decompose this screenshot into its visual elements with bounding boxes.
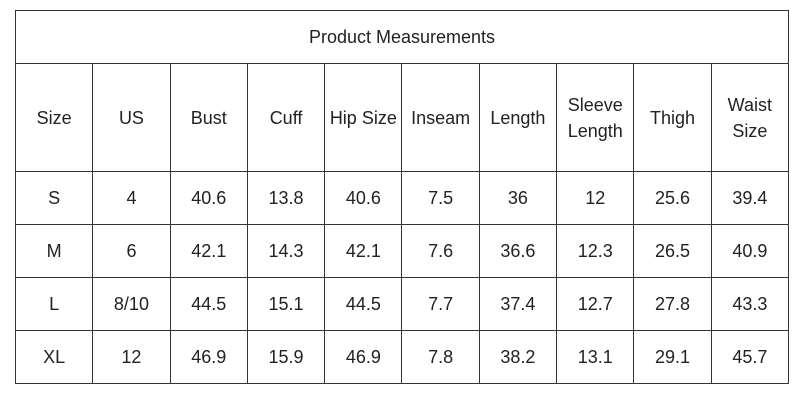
table-title: Product Measurements bbox=[15, 10, 789, 64]
table-cell: XL bbox=[14, 330, 94, 384]
column-header: US bbox=[92, 63, 171, 172]
table-cell: 46.9 bbox=[324, 330, 403, 384]
table-cell: 36.6 bbox=[478, 224, 558, 278]
table-cell: 29.1 bbox=[633, 330, 712, 384]
table-cell: 15.1 bbox=[246, 277, 326, 331]
table-cell: 37.4 bbox=[478, 277, 558, 331]
column-header: Bust bbox=[169, 63, 248, 172]
title-row: Product Measurements bbox=[15, 10, 789, 64]
table-cell: 13.8 bbox=[246, 171, 326, 225]
table-cell: 13.1 bbox=[556, 330, 635, 384]
table-cell: 7.5 bbox=[401, 171, 480, 225]
table-cell: 7.8 bbox=[401, 330, 480, 384]
table-cell: 15.9 bbox=[246, 330, 326, 384]
column-header: Sleeve Length bbox=[556, 63, 635, 172]
table-cell: 12.3 bbox=[556, 224, 635, 278]
column-header: Length bbox=[478, 63, 558, 172]
table-cell: 6 bbox=[92, 224, 171, 278]
table-cell: 40.9 bbox=[710, 224, 790, 278]
column-header: Size bbox=[14, 63, 94, 172]
table-cell: S bbox=[14, 171, 94, 225]
table-cell: 43.3 bbox=[710, 277, 790, 331]
data-row: XL 12 46.9 15.9 46.9 7.8 38.2 13.1 29.1 45.7 bbox=[14, 330, 790, 384]
table-cell: 25.6 bbox=[633, 171, 712, 225]
table-cell: 7.6 bbox=[401, 224, 480, 278]
table-cell: 4 bbox=[92, 171, 171, 225]
table-cell: 14.3 bbox=[246, 224, 326, 278]
data-row: L 8/10 44.5 15.1 44.5 7.7 37.4 12.7 27.8 43.3 bbox=[14, 277, 790, 331]
data-row: M 6 42.1 14.3 42.1 7.6 36.6 12.3 26.5 40.9 bbox=[14, 224, 790, 278]
table-cell: 40.6 bbox=[324, 171, 403, 225]
table-cell: 8/10 bbox=[92, 277, 171, 331]
data-row: S 4 40.6 13.8 40.6 7.5 36 12 25.6 39.4 bbox=[14, 171, 790, 225]
measurements-table: Product Measurements Size US Bust Cuff Hip Si… bbox=[14, 10, 790, 384]
table-cell: 7.7 bbox=[401, 277, 480, 331]
column-header: Waist Size bbox=[710, 63, 790, 172]
table-cell: 45.7 bbox=[710, 330, 790, 384]
table-cell: 26.5 bbox=[633, 224, 712, 278]
table-container: Product Measurements Size US Bust Cuff Hip Si… bbox=[14, 10, 790, 384]
table-cell: 12 bbox=[556, 171, 635, 225]
table-cell: 38.2 bbox=[478, 330, 558, 384]
column-header: Hip Size bbox=[324, 63, 403, 172]
column-header: Thigh bbox=[633, 63, 712, 172]
table-cell: 42.1 bbox=[324, 224, 403, 278]
table-cell: 12.7 bbox=[556, 277, 635, 331]
column-header: Inseam bbox=[401, 63, 480, 172]
table-cell: 27.8 bbox=[633, 277, 712, 331]
table-cell: M bbox=[14, 224, 94, 278]
table-cell: 44.5 bbox=[324, 277, 403, 331]
header-row: Size US Bust Cuff Hip Size Inseam Length Sleeve… bbox=[14, 63, 790, 172]
table-cell: L bbox=[14, 277, 94, 331]
table-cell: 39.4 bbox=[710, 171, 790, 225]
table-cell: 46.9 bbox=[169, 330, 248, 384]
table-cell: 36 bbox=[478, 171, 558, 225]
table-cell: 44.5 bbox=[169, 277, 248, 331]
column-header: Cuff bbox=[246, 63, 326, 172]
table-cell: 42.1 bbox=[169, 224, 248, 278]
table-cell: 40.6 bbox=[169, 171, 248, 225]
table-cell: 12 bbox=[92, 330, 171, 384]
